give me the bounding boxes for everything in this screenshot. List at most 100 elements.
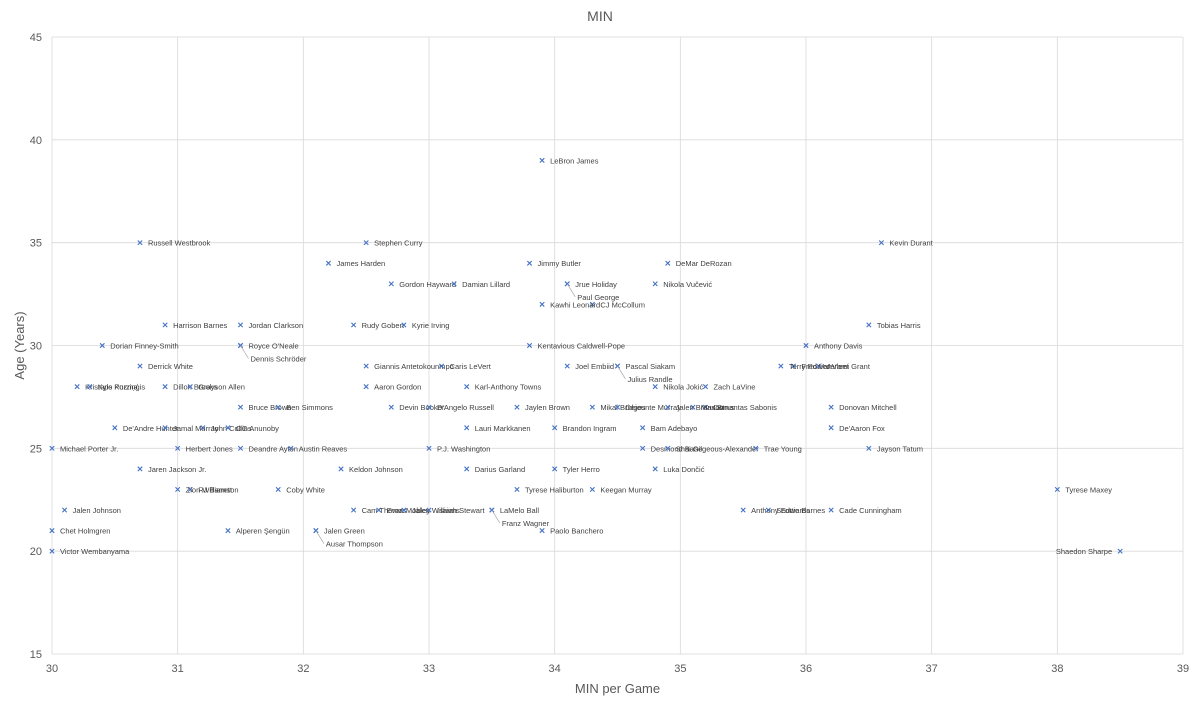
x-axis-title: MIN per Game <box>575 681 660 696</box>
point-label: Kristaps Porziņģis <box>85 383 145 392</box>
data-point <box>702 404 709 410</box>
point-label: Jaren Jackson Jr. <box>148 465 206 474</box>
point-label: Tyrese Haliburton <box>525 485 584 494</box>
y-axis-title: Age (Years) <box>12 311 27 379</box>
data-point <box>237 404 244 410</box>
data-point <box>640 425 646 431</box>
data-point <box>1054 486 1060 493</box>
data-point <box>665 445 671 451</box>
point-label: Bam Adebayo <box>651 424 698 433</box>
point-label: Franz Wagner <box>502 519 550 528</box>
data-point <box>162 384 168 390</box>
point-label: Joel Embiid <box>575 362 614 371</box>
data-point <box>338 466 344 472</box>
point-label: Keegan Murray <box>600 485 652 494</box>
data-point <box>137 466 143 472</box>
point-label: Pascal Siakam <box>626 362 676 371</box>
data-point <box>539 528 545 534</box>
point-label: Nikola Jokić <box>663 383 703 392</box>
data-point <box>526 260 533 266</box>
point-label: Nikola Vučević <box>663 280 712 289</box>
data-point <box>426 445 432 451</box>
point-label: Jaylen Brown <box>525 403 570 412</box>
point-label: Aaron Gordon <box>374 383 421 392</box>
data-point <box>866 445 872 451</box>
data-point <box>878 240 884 246</box>
data-point <box>526 342 533 349</box>
data-point <box>464 384 470 390</box>
data-point <box>790 363 797 369</box>
point-label: Anthony Edwards <box>751 506 810 515</box>
data-point <box>137 240 143 246</box>
label-leader-line <box>491 509 501 524</box>
point-label: DeMar DeRozan <box>676 259 732 268</box>
point-label: Jordan Clarkson <box>249 321 304 330</box>
point-label: Jrue Holiday <box>575 280 617 289</box>
data-point <box>640 445 646 451</box>
point-label: Russell Westbrook <box>148 239 211 248</box>
data-point <box>702 384 709 390</box>
data-point <box>87 384 93 390</box>
data-point <box>49 445 55 451</box>
label-leader-line <box>617 365 626 380</box>
data-point <box>225 425 231 431</box>
data-point <box>388 404 394 410</box>
point-label: Donovan Mitchell <box>839 403 897 412</box>
data-point <box>376 507 382 513</box>
point-label: Giannis Antetokounmpo <box>374 362 454 371</box>
point-label: Scottie Barnes <box>776 506 825 515</box>
data-point <box>426 507 432 513</box>
point-label: OG Anunoby <box>236 424 279 433</box>
data-point <box>99 342 105 349</box>
point-label: Grayson Allen <box>198 383 245 392</box>
data-point <box>401 507 407 513</box>
point-label: Devin Booker <box>399 403 445 412</box>
data-point <box>351 507 357 513</box>
point-label: Jalen Johnson <box>73 506 121 515</box>
x-tick-label: 36 <box>800 663 812 675</box>
point-label: Domantas Sabonis <box>713 403 777 412</box>
x-tick-label: 32 <box>297 663 309 675</box>
data-point <box>614 404 621 410</box>
point-label: Herbert Jones <box>186 444 233 453</box>
data-point <box>539 301 545 307</box>
data-point <box>753 445 759 451</box>
data-point <box>514 486 520 493</box>
point-label: Keldon Johnson <box>349 465 403 474</box>
data-point <box>175 445 181 451</box>
data-point <box>665 260 671 266</box>
point-label: Kyle Kuzma <box>98 383 139 392</box>
point-label: Dennis Schröder <box>251 355 307 364</box>
point-label: Rudy Gobert <box>362 321 405 330</box>
data-point <box>1117 548 1123 554</box>
y-tick-label: 45 <box>30 32 42 44</box>
data-point <box>187 486 193 493</box>
point-label: Brandon Ingram <box>563 424 617 433</box>
x-tick-label: 31 <box>172 663 184 675</box>
data-point <box>564 363 570 369</box>
data-point <box>162 322 168 328</box>
point-label: Evan Mobley <box>387 506 431 515</box>
label-leader-line <box>240 345 249 359</box>
y-tick-label: 25 <box>30 443 42 455</box>
point-label: Ben Simmons <box>286 403 333 412</box>
data-point <box>514 404 520 410</box>
y-tick-label: 30 <box>30 341 42 353</box>
point-label: Max Strus <box>701 403 735 412</box>
point-label: Harrison Barnes <box>173 321 227 330</box>
data-point <box>351 322 357 328</box>
point-label: Trae Young <box>764 444 802 453</box>
point-label: RJ Barrett <box>198 485 233 494</box>
point-label: Dejounte Murray <box>626 403 682 412</box>
point-label: Bruce Brown <box>249 403 292 412</box>
point-label: Victor Wembanyama <box>60 547 130 556</box>
point-label: Jimmy Butler <box>538 259 582 268</box>
point-label: Damian Lillard <box>462 280 510 289</box>
data-point <box>61 507 68 513</box>
x-tick-label: 37 <box>926 663 938 675</box>
data-point <box>137 363 143 369</box>
point-label: Coby White <box>286 485 325 494</box>
data-point <box>200 425 206 431</box>
point-label: Alperen Şengün <box>236 527 290 536</box>
data-point <box>363 384 369 390</box>
